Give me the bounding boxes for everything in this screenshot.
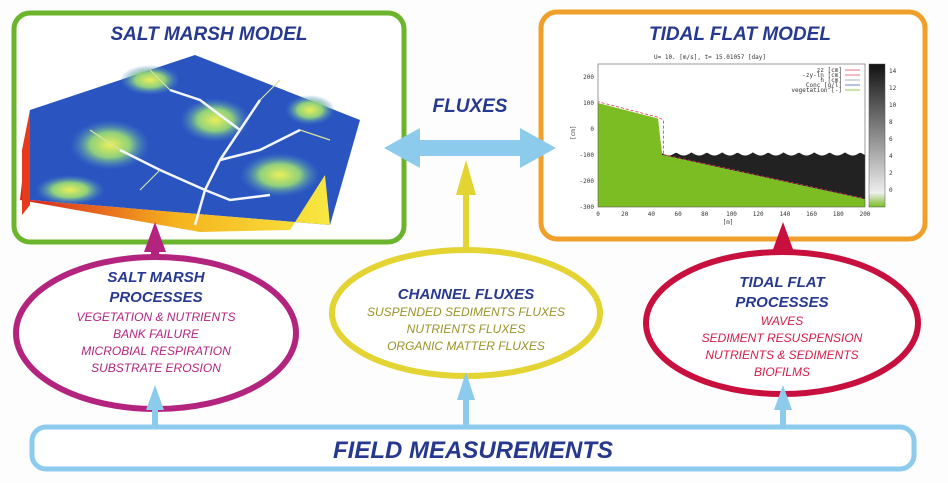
- channel-fluxes-arrow: [456, 160, 476, 250]
- salt-marsh-processes: SALT MARSH PROCESSES VEGETATION & NUTRIE…: [13, 254, 299, 412]
- process-item: BANK FAILURE: [113, 327, 200, 341]
- process-item: SUBSTRATE EROSION: [91, 361, 221, 375]
- process-item: WAVES: [761, 314, 803, 328]
- tidal-flat-processes: TIDAL FLAT PROCESSES WAVES SEDIMENT RESU…: [643, 249, 921, 397]
- legend-entry: vegetation [-]: [791, 87, 842, 94]
- flux-item: ORGANIC MATTER FLUXES: [387, 339, 545, 353]
- legend-entry: -zy-ln [cm]: [802, 72, 842, 79]
- plot-ylabel: [cm]: [570, 126, 577, 140]
- flux-item: NUTRIENTS FLUXES: [407, 322, 526, 336]
- colorbar-tick: 0: [889, 187, 893, 194]
- plot-header: U= 10. [m/s], t= 15.01057 [day]: [654, 54, 766, 61]
- zy-line: [598, 101, 864, 199]
- bed-profile: [598, 103, 865, 207]
- x-tick-label: 20: [621, 211, 629, 218]
- salt-marsh-model-panel: SALT MARSH MODEL: [11, 10, 407, 245]
- x-tick-label: 160: [806, 211, 817, 218]
- colorbar: [868, 63, 886, 208]
- colorbar-tick: 6: [889, 136, 893, 143]
- x-tick-label: 120: [753, 211, 764, 218]
- legend-entry: h [cm]: [820, 77, 842, 84]
- x-tick-label: 200: [860, 211, 871, 218]
- legend-entry: Conc [g/l]: [806, 82, 842, 89]
- x-tick-label: 0: [596, 211, 600, 218]
- fluxes-label: FLUXES: [433, 96, 508, 117]
- field-measurements: FIELD MEASUREMENTS: [29, 424, 917, 472]
- salt-marsh-3d-surface: [20, 55, 360, 232]
- x-tick-label: 180: [833, 211, 844, 218]
- y-tick-label: -300: [580, 204, 595, 211]
- colorbar-tick: 14: [889, 68, 897, 75]
- water-column: [660, 142, 865, 200]
- y-tick-label: -200: [580, 178, 595, 185]
- field-measurements-label: FIELD MEASUREMENTS: [333, 437, 613, 464]
- colorbar-tick: 4: [889, 153, 893, 160]
- tidal-flat-model-title: TIDAL FLAT MODEL: [649, 24, 831, 45]
- process-item: SEDIMENT RESUSPENSION: [702, 331, 863, 345]
- x-tick-label: 80: [701, 211, 709, 218]
- legend-entry: zz [cm]: [817, 67, 842, 74]
- tidal-flat-plot: U= 10. [m/s], t= 15.01057 [day] 2001000-…: [570, 54, 897, 226]
- x-tick-label: 140: [779, 211, 790, 218]
- salt-marsh-model-title: SALT MARSH MODEL: [110, 24, 307, 45]
- tidal-flat-processes-title: TIDAL FLAT: [739, 274, 826, 291]
- fluxes-double-arrow: [384, 128, 556, 168]
- x-tick-label: 40: [648, 211, 656, 218]
- process-item: MICROBIAL RESPIRATION: [81, 344, 231, 358]
- colorbar-tick: 10: [889, 102, 897, 109]
- colorbar-tick: 8: [889, 119, 893, 126]
- salt-marsh-processes-title-2: PROCESSES: [109, 289, 202, 306]
- channel-fluxes-title: CHANNEL FLUXES: [398, 286, 534, 303]
- y-tick-label: 0: [590, 126, 594, 133]
- flux-item: SUSPENDED SEDIMENTS FLUXES: [367, 305, 565, 319]
- tidal-flat-model-panel: TIDAL FLAT MODEL U= 10. [m/s], t= 15.010…: [538, 9, 928, 242]
- field-arrows: [146, 372, 792, 427]
- salt-marsh-processes-title: SALT MARSH: [107, 269, 205, 286]
- y-tick-label: 100: [583, 100, 594, 107]
- colorbar-tick: 2: [889, 170, 893, 177]
- process-item: VEGETATION & NUTRIENTS: [77, 310, 236, 324]
- x-tick-label: 100: [726, 211, 737, 218]
- process-item: BIOFILMS: [754, 365, 810, 379]
- process-item: NUTRIENTS & SEDIMENTS: [705, 348, 858, 362]
- y-tick-label: -100: [580, 152, 595, 159]
- x-tick-label: 60: [674, 211, 682, 218]
- colorbar-tick: 12: [889, 85, 897, 92]
- salt-marsh-arrow: [144, 222, 166, 256]
- y-tick-label: 200: [583, 74, 594, 81]
- channel-fluxes: CHANNEL FLUXES SUSPENDED SEDIMENTS FLUXE…: [329, 247, 603, 379]
- tidal-flat-processes-title-2: PROCESSES: [735, 294, 828, 311]
- plot-xlabel: [m]: [723, 219, 734, 226]
